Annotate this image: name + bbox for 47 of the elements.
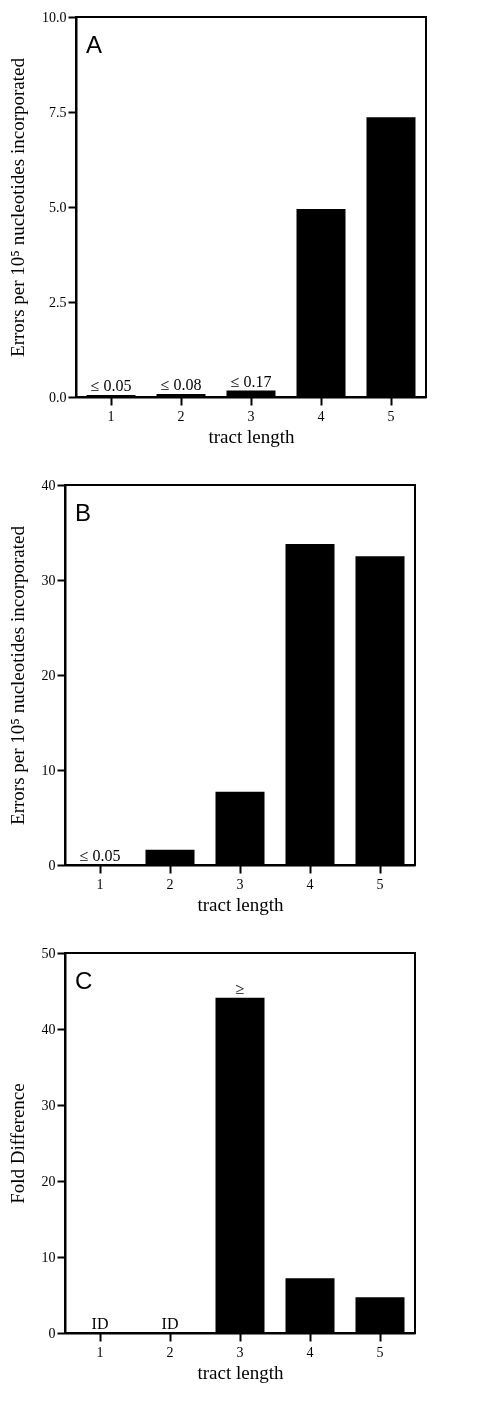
x-tick-label: 1	[96, 1344, 104, 1360]
y-tick-label: 0.0	[49, 389, 67, 405]
data-label: ≤ 0.08	[160, 375, 202, 393]
y-tick-label: 10	[41, 762, 56, 778]
y-tick-label: 20	[41, 667, 56, 683]
y-tick-label: 30	[41, 572, 56, 588]
x-tick-label: 5	[376, 1344, 384, 1360]
y-axis-title: Errors per 10⁵ nucleotides incorporated	[7, 57, 28, 357]
y-axis-title: Fold Difference	[6, 1083, 28, 1204]
y-tick-label: 2.5	[49, 294, 67, 310]
x-tick-label: 1	[96, 876, 104, 892]
y-tick-label: 0	[48, 857, 56, 873]
text: ID	[91, 1315, 109, 1332]
data-label: ≤ 0.17	[230, 372, 272, 390]
y-tick-label: 5.0	[49, 199, 67, 215]
y-tick-label: 40	[41, 477, 56, 493]
x-tick-label: 2	[166, 1344, 174, 1360]
y-tick-label: 20	[41, 1173, 56, 1189]
y-axis-title: Errors per 10⁵ nucleotides incorporated	[6, 525, 28, 825]
x-tick-label: 5	[376, 876, 384, 892]
data-label: ≥	[235, 979, 245, 997]
x-tick-label: 3	[236, 1344, 244, 1360]
y-tick-label: 30	[41, 1097, 56, 1113]
text: A	[86, 31, 103, 58]
x-tick-label: 3	[236, 876, 244, 892]
y-tick-label: 10	[41, 1249, 56, 1265]
x-tick-label: 2	[166, 876, 174, 892]
y-tick-label: 50	[41, 945, 56, 961]
x-tick-label: 3	[247, 408, 255, 424]
x-tick-label: 4	[317, 408, 325, 424]
text: ID	[161, 1315, 179, 1332]
x-tick-label: 5	[387, 408, 395, 424]
x-tick-label: 4	[306, 1344, 314, 1360]
data-label: ≤ 0.05	[79, 846, 121, 864]
data-label: ≤ 0.05	[90, 377, 132, 395]
text: C	[75, 967, 93, 994]
y-tick-label: 40	[41, 1021, 56, 1037]
x-tick-label: 2	[177, 408, 185, 424]
y-tick-label: 0	[48, 1325, 56, 1341]
y-tick-label: 7.5	[49, 104, 67, 120]
y-tick-label: 10.0	[42, 9, 67, 25]
x-tick-label: 1	[107, 408, 115, 424]
x-tick-label: 4	[306, 876, 314, 892]
x-axis-title: tract length	[197, 893, 284, 915]
x-axis-title: tract length	[208, 425, 295, 447]
x-axis-title: tract length	[197, 1361, 284, 1383]
text: B	[75, 499, 92, 526]
